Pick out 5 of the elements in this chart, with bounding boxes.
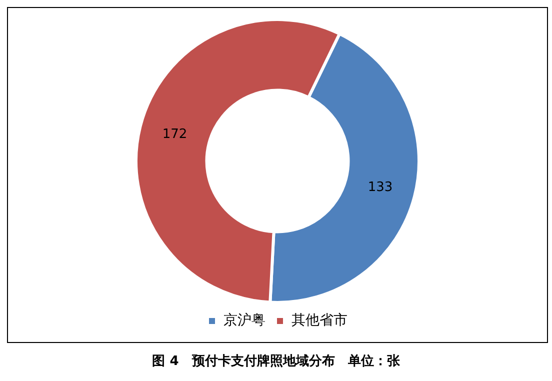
data-label: 133 (368, 180, 393, 195)
legend-label: 其他省市 (292, 312, 348, 329)
legend-label: 京沪粤 (224, 312, 266, 329)
text: 图 4 预付卡支付牌照地域分布 单位：张 (151, 353, 401, 370)
data-label: 172 (162, 126, 188, 142)
